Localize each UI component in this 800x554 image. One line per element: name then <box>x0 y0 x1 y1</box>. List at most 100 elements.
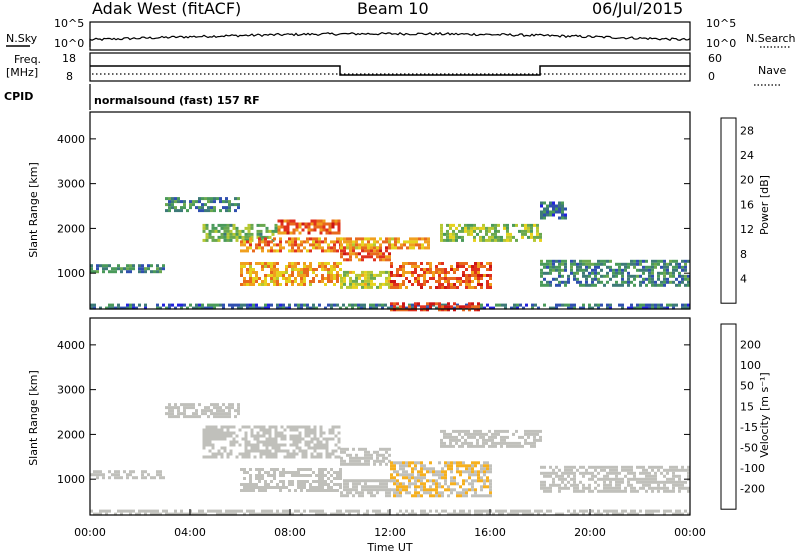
heatmap-cell <box>477 512 480 516</box>
heatmap-cell <box>289 455 293 459</box>
heatmap-cell <box>438 268 441 271</box>
heatmap-cell <box>651 474 654 478</box>
heatmap-cell <box>252 509 255 513</box>
heatmap-cell <box>376 255 379 259</box>
x-tick-label: 20:00 <box>574 526 606 539</box>
heatmap-cell <box>343 258 346 262</box>
heatmap-cell <box>174 200 177 204</box>
heatmap-cell <box>385 488 388 492</box>
heatmap-cell <box>333 283 336 286</box>
heatmap-cell <box>462 274 465 277</box>
heatmap-cell <box>405 464 408 468</box>
heatmap-cell <box>261 280 264 283</box>
heatmap-cell <box>444 482 447 486</box>
heatmap-cell <box>411 283 414 286</box>
heatmap-cell <box>461 226 464 230</box>
heatmap-cell <box>456 286 459 289</box>
heatmap-cell <box>467 441 470 445</box>
heatmap-cell <box>621 262 624 266</box>
heatmap-cell <box>361 246 364 250</box>
heatmap-cell <box>315 268 318 271</box>
heatmap-cell <box>201 197 204 201</box>
heatmap-cell <box>444 274 447 277</box>
heatmap-cell <box>327 268 330 271</box>
heatmap-cell <box>99 306 102 310</box>
heatmap-cell <box>483 274 486 277</box>
heatmap-cell <box>606 512 609 516</box>
heatmap-cell <box>300 274 303 277</box>
heatmap-cell <box>633 262 636 266</box>
heatmap-cell <box>525 512 528 516</box>
heatmap-cell <box>129 473 132 477</box>
heatmap-cell <box>177 406 180 410</box>
heatmap-cell <box>591 268 594 272</box>
heatmap-cell <box>624 262 627 266</box>
heatmap-cell <box>265 440 269 444</box>
heatmap-cell <box>591 262 594 266</box>
heatmap-cell <box>615 477 618 481</box>
heatmap-cell <box>399 464 402 468</box>
heatmap-cell <box>315 243 318 247</box>
heatmap-cell <box>459 491 462 495</box>
heatmap-cell <box>285 512 288 516</box>
heatmap-cell <box>468 308 471 312</box>
heatmap-cell <box>219 415 222 419</box>
heatmap-cell <box>585 274 588 278</box>
heatmap-cell <box>444 464 447 468</box>
heatmap-cell <box>464 226 467 230</box>
heatmap-cell <box>429 265 432 268</box>
heatmap-cell <box>265 449 269 453</box>
heatmap-cell <box>582 512 585 516</box>
heatmap-cell <box>417 470 420 474</box>
heatmap-cell <box>364 450 367 454</box>
heatmap-feature <box>540 465 690 493</box>
heatmap-cell <box>367 456 370 460</box>
heatmap-cell <box>456 268 459 271</box>
heatmap-cell <box>324 237 327 241</box>
heatmap-cell <box>355 240 358 244</box>
heatmap-cell <box>414 280 417 283</box>
heatmap-cell <box>316 222 320 226</box>
heatmap-cell <box>330 277 333 280</box>
heatmap-cell <box>189 203 192 207</box>
heatmap-cell <box>240 243 243 247</box>
heatmap-cell <box>318 280 321 283</box>
heatmap-cell <box>651 265 654 269</box>
heatmap-cell <box>202 238 206 242</box>
heatmap-cell <box>621 509 624 513</box>
heatmap-cell <box>249 468 252 471</box>
heatmap-cell <box>310 455 314 459</box>
heatmap-cell <box>141 476 144 480</box>
heatmap-cell <box>465 283 468 286</box>
heatmap-cell <box>273 237 276 241</box>
heatmap-cell <box>240 262 243 265</box>
heatmap-cell <box>168 303 171 307</box>
heatmap-cell <box>573 306 576 310</box>
heatmap-cell <box>486 476 489 480</box>
heatmap-cell <box>300 283 303 286</box>
heatmap-cell <box>249 246 252 250</box>
heatmap-cell <box>504 509 507 513</box>
heatmap-cell <box>480 467 483 471</box>
heatmap-cell <box>102 264 105 268</box>
heatmap-cell <box>270 246 273 250</box>
heatmap-cell <box>660 471 663 475</box>
heatmap-cell <box>471 271 474 274</box>
heatmap-cell <box>397 246 400 250</box>
heatmap-cell <box>396 286 399 289</box>
heatmap-cell <box>405 277 408 280</box>
heatmap-cell <box>543 277 546 281</box>
heatmap-cell <box>417 280 420 283</box>
heatmap-cell <box>435 306 438 310</box>
heatmap-cell <box>373 258 376 262</box>
heatmap-cell <box>483 479 486 483</box>
heatmap-feature <box>390 302 480 312</box>
heatmap-cell <box>270 280 273 283</box>
heatmap-cell <box>456 494 459 498</box>
heatmap-cell <box>291 274 294 277</box>
heatmap-cell <box>351 509 354 513</box>
heatmap-cell <box>546 204 549 208</box>
heatmap-cell <box>414 494 417 498</box>
heatmap-cell <box>438 482 441 486</box>
heatmap-cell <box>549 465 552 469</box>
